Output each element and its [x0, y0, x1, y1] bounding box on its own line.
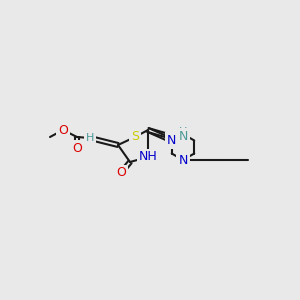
- Text: H: H: [179, 127, 187, 137]
- Text: N: N: [167, 134, 176, 147]
- Text: O: O: [58, 124, 68, 136]
- Text: O: O: [116, 167, 126, 179]
- Text: NH: NH: [139, 151, 158, 164]
- Text: N: N: [178, 154, 188, 166]
- Text: S: S: [131, 130, 139, 143]
- Text: N: N: [178, 130, 188, 142]
- Text: O: O: [72, 142, 82, 154]
- Text: H: H: [86, 133, 94, 143]
